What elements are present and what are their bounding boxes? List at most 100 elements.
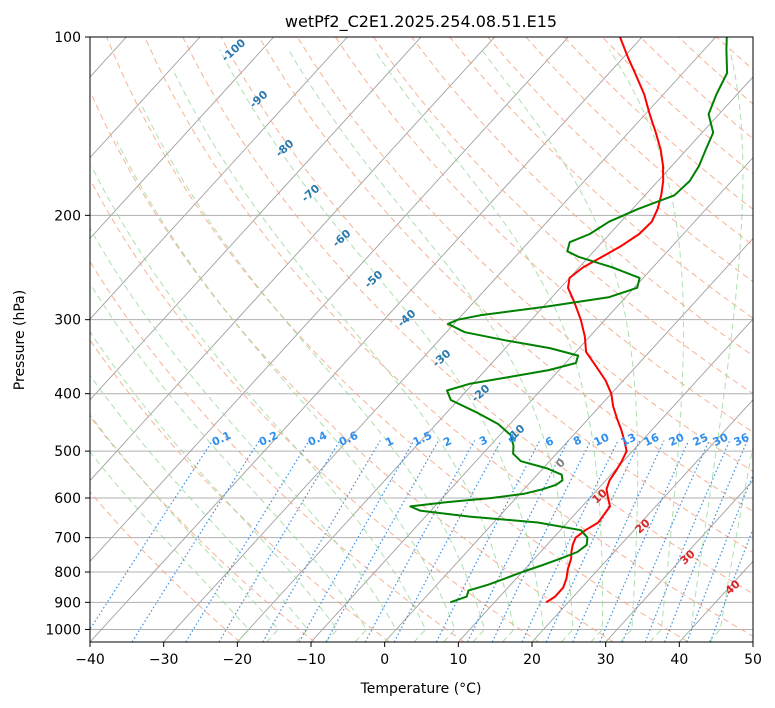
x-tick-label: 20 [523, 652, 541, 668]
moist-adiabat-line [90, 451, 250, 642]
isotherm-line [310, 156, 753, 642]
y-tick-label: 800 [54, 565, 81, 581]
mixing-ratio-line [466, 440, 569, 642]
mixing-ratio-label: 6 [543, 434, 556, 449]
y-tick-label: 600 [54, 491, 81, 507]
moist-adiabat-line [116, 141, 456, 642]
y-tick-label: 300 [54, 313, 81, 329]
moist-adiabat-line [708, 444, 753, 642]
chart-title: wetPf2_C2E1.2025.254.08.51.E15 [285, 12, 557, 32]
dry-adiabat-line [90, 260, 465, 642]
isotherm-line [90, 37, 496, 482]
x-tick-label: −10 [296, 652, 326, 668]
moist-adiabat-line [90, 165, 427, 642]
mixing-ratio-label: 1 [383, 434, 395, 449]
dry-adiabat-line [334, 37, 753, 433]
mixing-ratio-label: 20 [667, 431, 687, 449]
y-tick-label: 1000 [45, 622, 81, 638]
moist-adiabat-label: 20 [633, 516, 653, 536]
mixing-ratio-label: 25 [691, 431, 710, 449]
dry-adiabat-line [182, 37, 753, 595]
isotherm-line [90, 37, 643, 642]
moist-adiabat-line [481, 49, 639, 642]
mixing-ratio-label: 0.4 [306, 429, 329, 449]
dry-adiabat-line [678, 37, 753, 105]
isotherm-label: -50 [362, 268, 386, 291]
x-tick-label: −20 [223, 652, 253, 668]
axes: −40 −30 −20 −10 0 10 20 30 40 5010020030040050060… [45, 30, 762, 668]
mixing-ratio-line [218, 440, 341, 642]
isotherm-line [531, 399, 753, 642]
mixing-ratio-line [131, 440, 260, 642]
moist-adiabat-line [608, 49, 684, 642]
dry-adiabat-line [106, 37, 689, 642]
isotherm-label: -60 [330, 227, 354, 250]
isotherm-label: -20 [469, 382, 493, 405]
dry-adiabat-line [90, 491, 241, 642]
x-axis-title: Temperature (°C) [360, 681, 482, 697]
isotherm-label: -80 [273, 137, 297, 160]
dry-adiabat-line [90, 89, 614, 642]
mixing-ratio-line [599, 440, 690, 642]
y-tick-label: 700 [54, 531, 81, 547]
isotherm-line [679, 560, 753, 642]
moist-adiabat-line [90, 227, 397, 642]
moist-adiabat-line [140, 104, 486, 642]
mixing-ratio-line [545, 440, 641, 642]
mixing-ratio-label: 10 [592, 431, 612, 449]
isotherm-line [605, 479, 753, 642]
mixing-ratio-line [262, 440, 381, 642]
moist-adiabat-line [90, 282, 368, 642]
isotherm-line [752, 641, 753, 642]
mixing-ratio-label: 16 [642, 431, 662, 449]
isotherm-line [163, 37, 717, 642]
dry-adiabat-line [755, 37, 775, 642]
y-tick-label: 100 [54, 30, 81, 46]
isotherm-line [90, 37, 201, 159]
x-tick-label: 10 [449, 652, 467, 668]
mixing-ratio-line [521, 440, 619, 642]
mixing-ratio-label: 3 [477, 433, 489, 448]
mixing-ratio-label: 1.5 [411, 429, 434, 449]
dry-adiabat-line [411, 37, 753, 357]
moist-adiabat-line [373, 49, 603, 642]
line-labels: -100-90-80-70-60-50-40-30-20-10010203040… [210, 37, 752, 597]
y-tick-label: 400 [54, 387, 81, 403]
data-series [409, 37, 729, 604]
mixing-ratio-line [644, 440, 731, 642]
y-tick-label: 200 [54, 208, 81, 224]
mixing-ratio-label: 0.1 [210, 429, 233, 449]
dry-adiabat-line [90, 178, 540, 642]
plot-frame [89, 36, 754, 643]
moist-adiabat-line [90, 414, 279, 642]
x-tick-label: 40 [670, 652, 688, 668]
mixing-ratio-line [709, 527, 753, 642]
mixing-ratio-line [364, 440, 476, 642]
isotherm-line [237, 76, 753, 642]
moist-adiabat-line [287, 49, 574, 642]
x-tick-label: −30 [149, 652, 179, 668]
x-tick-label: 30 [597, 652, 615, 668]
y-tick-label: 900 [54, 595, 81, 611]
x-tick-label: 50 [744, 652, 762, 668]
dry-adiabat-line [90, 339, 390, 642]
mixing-ratio-label: 2 [441, 434, 453, 449]
dry-adiabat-line [258, 37, 753, 513]
mixing-ratio-line [686, 473, 753, 642]
x-tick-label: −40 [75, 652, 105, 668]
mixing-ratio-label: 13 [619, 431, 638, 449]
moist-adiabat-label: 30 [678, 547, 698, 567]
dry-adiabat-line [487, 37, 753, 283]
isotherm-label: -40 [395, 307, 419, 330]
isotherm-label: -70 [299, 182, 323, 205]
moist-adiabat-line [90, 331, 338, 642]
dry-adiabat-line [90, 415, 316, 642]
moist-adiabat-line [174, 72, 515, 642]
mixing-ratio-line [298, 440, 415, 642]
mixing-ratio-line [325, 440, 440, 642]
dry-adiabat-line [373, 37, 753, 395]
isotherm-line [90, 37, 569, 562]
moist-adiabat-label: 0 [553, 456, 568, 471]
dry-adiabat-line [716, 37, 753, 71]
